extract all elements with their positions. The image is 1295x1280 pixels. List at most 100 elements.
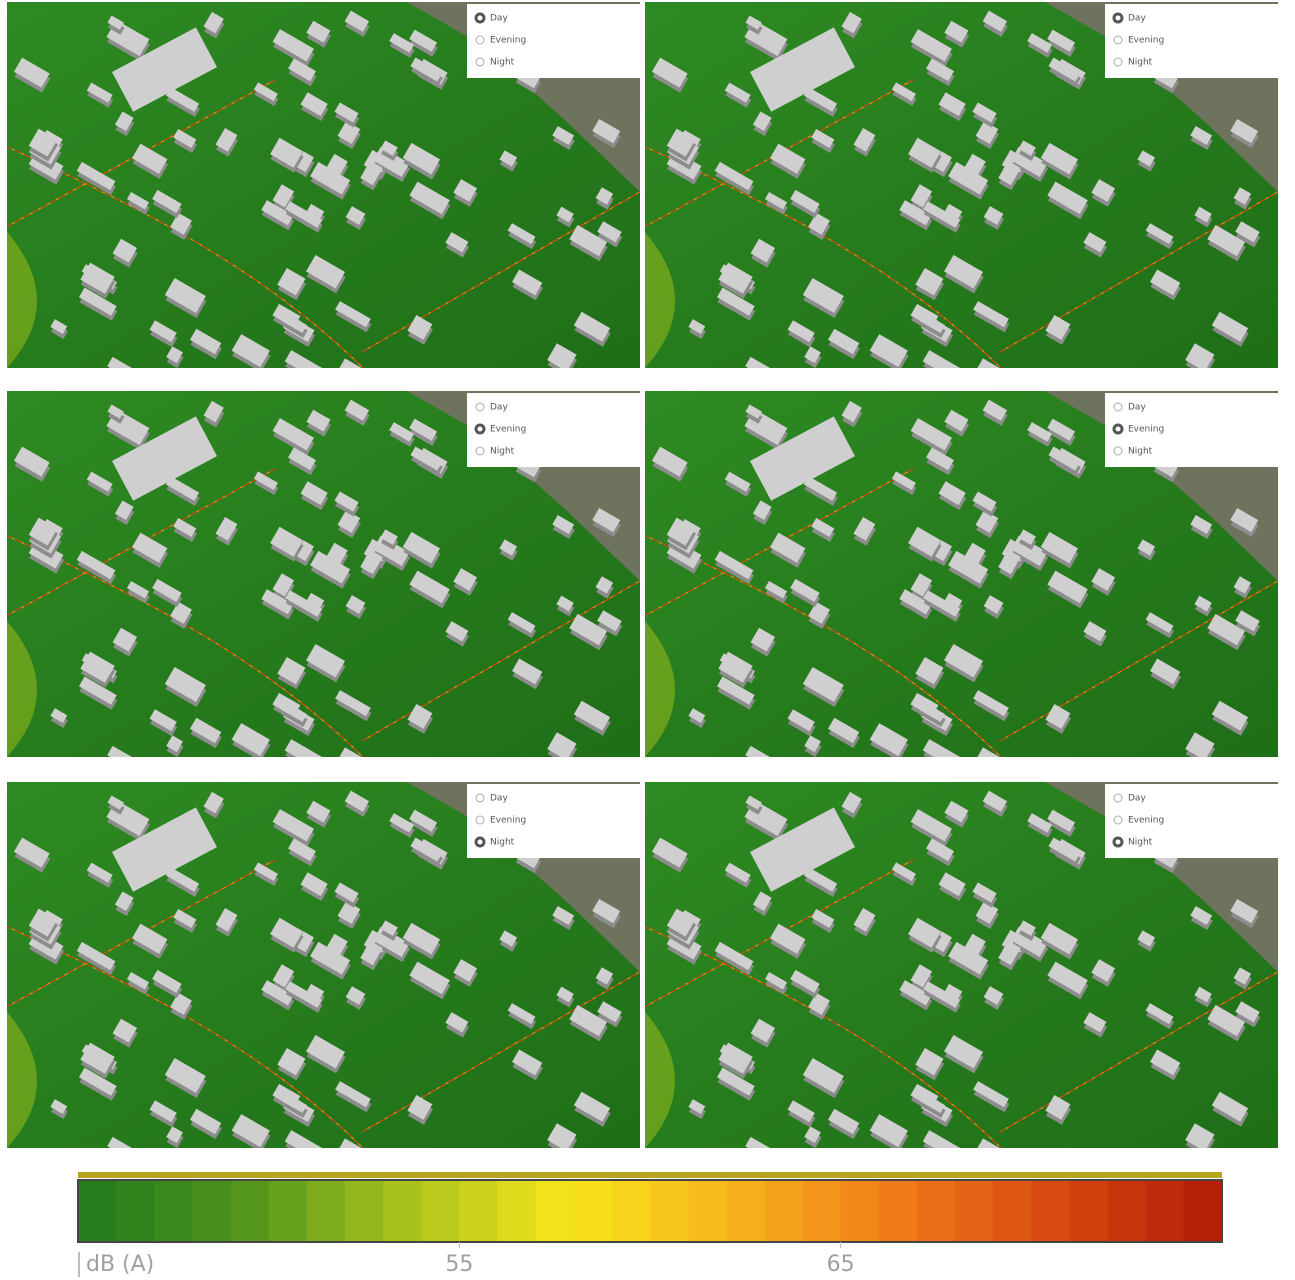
radio-button[interactable] [1114, 14, 1122, 22]
noise-map: Day Evening Night [645, 782, 1278, 1148]
color-step [421, 1180, 460, 1242]
noise-map: Day Evening Night [7, 2, 640, 368]
radio-label[interactable]: Evening [1128, 816, 1164, 826]
radio-label[interactable]: Night [490, 58, 515, 68]
radio-button[interactable] [476, 403, 484, 411]
radio-label[interactable]: Night [1128, 58, 1153, 68]
radio-button[interactable] [1114, 403, 1122, 411]
radio-label[interactable]: Evening [490, 816, 526, 826]
color-step [841, 1180, 880, 1242]
color-step [764, 1180, 803, 1242]
color-step [536, 1180, 575, 1242]
radio-button[interactable] [1114, 36, 1122, 44]
legend-title: dB (A) [78, 1252, 154, 1277]
noise-map: Day Evening Night [7, 391, 640, 757]
period-selector: Day Evening Night [467, 784, 640, 858]
radio-option[interactable]: Evening [476, 425, 526, 435]
radio-button[interactable] [1114, 58, 1122, 66]
radio-option[interactable]: Day [476, 14, 508, 24]
radio-button[interactable] [1114, 816, 1122, 824]
color-step [459, 1180, 498, 1242]
period-selector: Day Evening Night [1105, 393, 1278, 467]
color-step [231, 1180, 270, 1242]
color-step [726, 1180, 765, 1242]
radio-option[interactable]: Night [476, 838, 515, 848]
radio-option[interactable]: Night [1114, 58, 1153, 68]
color-step [612, 1180, 651, 1242]
color-step [574, 1180, 613, 1242]
radio-label[interactable]: Day [490, 403, 508, 413]
radio-button[interactable] [476, 838, 484, 846]
color-step [955, 1180, 994, 1242]
radio-label[interactable]: Night [490, 447, 515, 457]
radio-option[interactable]: Night [476, 58, 515, 68]
legend-tick-label: 65 [827, 1252, 855, 1277]
radio-option[interactable]: Night [476, 447, 515, 457]
color-step [879, 1180, 918, 1242]
period-selector: Day Evening Night [467, 393, 640, 467]
map: Day Evening Night [645, 391, 1278, 757]
radio-button[interactable] [1114, 425, 1122, 433]
radio-button[interactable] [1114, 447, 1122, 455]
radio-label[interactable]: Evening [1128, 36, 1164, 46]
color-step [1031, 1180, 1070, 1242]
color-step [345, 1180, 384, 1242]
bar-frame [78, 1180, 1222, 1242]
color-step [1146, 1180, 1185, 1242]
radio-option[interactable]: Day [476, 403, 508, 413]
radio-label[interactable]: Day [1128, 14, 1146, 24]
radio-button[interactable] [476, 14, 484, 22]
color-step [993, 1180, 1032, 1242]
radio-label[interactable]: Day [490, 794, 508, 804]
radio-label[interactable]: Evening [490, 425, 526, 435]
radio-label[interactable]: Night [1128, 838, 1153, 848]
radio-button[interactable] [1114, 838, 1122, 846]
radio-option[interactable]: Day [1114, 403, 1146, 413]
radio-option[interactable]: Evening [1114, 425, 1164, 435]
radio-label[interactable]: Night [1128, 447, 1153, 457]
color-step [650, 1180, 689, 1242]
noise-map: Day Evening Night [645, 2, 1278, 368]
radio-button[interactable] [476, 816, 484, 824]
radio-label[interactable]: Evening [1128, 425, 1164, 435]
period-selector: Day Evening Night [467, 4, 640, 78]
legend-tick-label: 55 [445, 1252, 473, 1277]
color-step [116, 1180, 155, 1242]
radio-button[interactable] [476, 425, 484, 433]
radio-option[interactable]: Day [1114, 14, 1146, 24]
map: Day Evening Night [7, 782, 640, 1148]
radio-button[interactable] [476, 794, 484, 802]
radio-label[interactable]: Night [490, 838, 515, 848]
map: Day Evening Night [645, 2, 1278, 368]
color-step [192, 1180, 231, 1242]
radio-option[interactable]: Night [1114, 447, 1153, 457]
radio-label[interactable]: Day [1128, 403, 1146, 413]
radio-label[interactable]: Day [1128, 794, 1146, 804]
radio-button[interactable] [1114, 794, 1122, 802]
radio-option[interactable]: Night [1114, 838, 1153, 848]
color-step [383, 1180, 422, 1242]
map: Day Evening Night [7, 2, 640, 368]
map: Day Evening Night [645, 782, 1278, 1148]
radio-button[interactable] [476, 58, 484, 66]
color-step [917, 1180, 956, 1242]
color-step [688, 1180, 727, 1242]
color-step [1069, 1180, 1108, 1242]
color-step [269, 1180, 308, 1242]
color-step [1108, 1180, 1147, 1242]
noise-map: Day Evening Night [645, 391, 1278, 757]
noise-map: Day Evening Night [7, 782, 640, 1148]
color-step [497, 1180, 536, 1242]
color-step [154, 1180, 193, 1242]
period-selector: Day Evening Night [1105, 4, 1278, 78]
period-selector: Day Evening Night [1105, 784, 1278, 858]
page: Day Evening Night Day Evening Night Day Evening… [0, 0, 1295, 1280]
color-step [1184, 1180, 1223, 1242]
radio-button[interactable] [476, 447, 484, 455]
radio-label[interactable]: Day [490, 14, 508, 24]
radio-label[interactable]: Evening [490, 36, 526, 46]
radio-option[interactable]: Day [1114, 794, 1146, 804]
radio-button[interactable] [476, 36, 484, 44]
color-step [307, 1180, 346, 1242]
radio-option[interactable]: Day [476, 794, 508, 804]
